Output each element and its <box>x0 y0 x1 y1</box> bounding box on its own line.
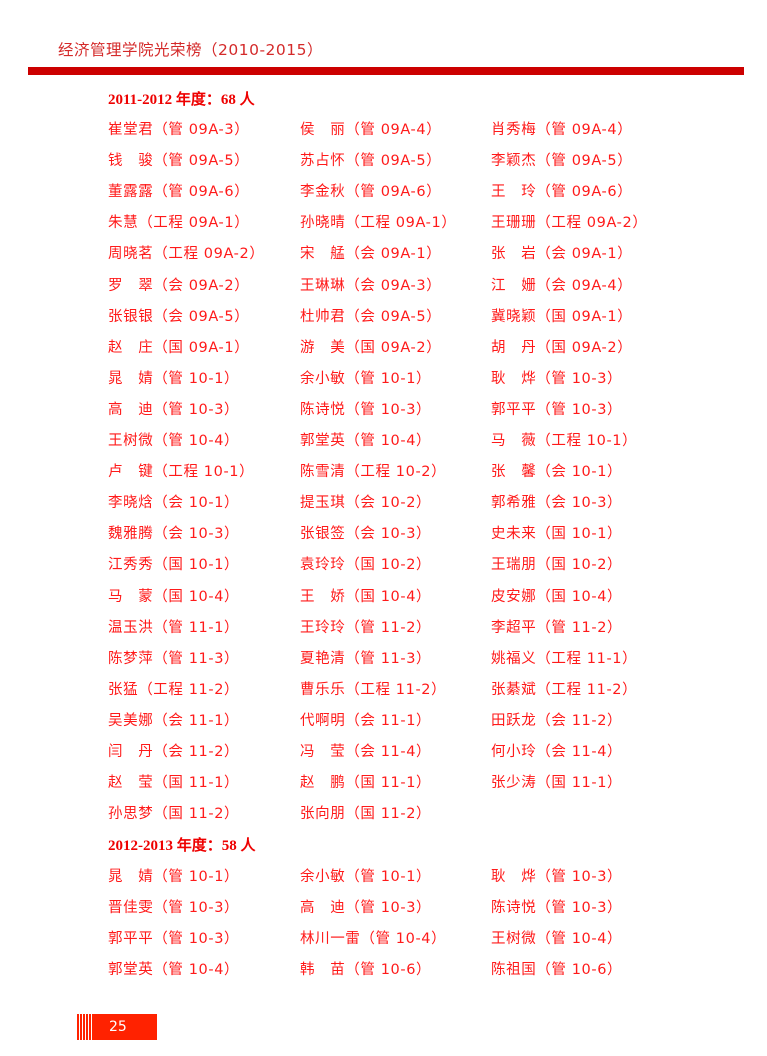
honoree-entry: 陈诗悦（管 10-3） <box>300 401 432 418</box>
honoree-entry: 王 娇（国 10-4） <box>300 588 432 605</box>
honoree-entry: 姚福义（工程 11-1） <box>491 650 638 667</box>
honoree-entry: 郭平平（管 10-3） <box>491 401 623 418</box>
honoree-entry: 夏艳清（管 11-3） <box>300 650 432 667</box>
honoree-entry: 余小敏（管 10-1） <box>300 370 432 387</box>
section-heading: 2011-2012 年度：68 人 <box>108 92 255 108</box>
honoree-entry: 王 玲（管 09A-6） <box>491 184 633 201</box>
honoree-entry: 高 迪（管 10-3） <box>300 900 432 917</box>
honoree-entry: 胡 丹（国 09A-2） <box>491 339 633 356</box>
honoree-entry: 高 迪（管 10-3） <box>108 401 240 418</box>
honoree-entry: 郭平平（管 10-3） <box>108 931 240 948</box>
honoree-entry: 冯 莹（会 11-4） <box>300 744 432 760</box>
honoree-entry: 温玉洪（管 11-1） <box>108 619 240 636</box>
honoree-entry: 晋佳雯（管 10-3） <box>108 900 240 917</box>
header-divider-bar <box>28 67 744 75</box>
honoree-entry: 王树微（管 10-4） <box>108 433 240 449</box>
honoree-entry: 提玉琪（会 10-2） <box>300 495 432 512</box>
honoree-entry: 何小玲（会 11-4） <box>491 744 623 760</box>
honoree-entry: 侯 丽（管 09A-4） <box>300 122 442 138</box>
honoree-entry: 张 岩（会 09A-1） <box>491 246 633 263</box>
honoree-entry: 马 薇（工程 10-1） <box>491 433 638 449</box>
honoree-entry: 李超平（管 11-2） <box>491 619 623 636</box>
honoree-entry: 冀晓颖（国 09A-1） <box>491 308 633 325</box>
honoree-entry: 肖秀梅（管 09A-4） <box>491 122 633 138</box>
honoree-entry: 孙思梦（国 11-2） <box>108 806 240 823</box>
honoree-entry: 史未来（国 10-1） <box>491 526 623 543</box>
honoree-entry: 郭堂英（管 10-4） <box>300 433 432 449</box>
honoree-entry: 张少涛（国 11-1） <box>491 775 623 792</box>
honoree-entry: 李颖杰（管 09A-5） <box>491 153 633 170</box>
honoree-entry: 郭堂英（管 10-4） <box>108 962 240 979</box>
honoree-entry: 郭希雅（会 10-3） <box>491 495 623 512</box>
honoree-entry: 江秀秀（国 10-1） <box>108 557 240 574</box>
honoree-entry: 钱 骏（管 09A-5） <box>108 153 250 170</box>
page-number: 25 <box>109 1019 127 1035</box>
footer-stripes-decoration <box>77 1014 92 1040</box>
honoree-entry: 王玲玲（管 11-2） <box>300 619 432 636</box>
honoree-entry: 王瑞朋（国 10-2） <box>491 557 623 574</box>
honoree-entry: 董露露（管 09A-6） <box>108 184 250 201</box>
honoree-entry: 张银银（会 09A-5） <box>108 308 250 325</box>
honoree-entry: 陈梦萍（管 11-3） <box>108 650 240 667</box>
honoree-entry: 晁 婧（管 10-1） <box>108 370 240 387</box>
honoree-entry: 陈祖国（管 10-6） <box>491 962 623 979</box>
honoree-entry: 崔堂君（管 09A-3） <box>108 122 250 138</box>
honoree-entry: 耿 烨（管 10-3） <box>491 869 623 885</box>
honoree-entry: 魏雅腾（会 10-3） <box>108 526 240 543</box>
honoree-entry: 张綦斌（工程 11-2） <box>491 681 638 698</box>
honoree-entry: 张 馨（会 10-1） <box>491 464 623 481</box>
honoree-entry: 张向朋（国 11-2） <box>300 806 432 823</box>
honoree-entry: 赵 鹏（国 11-1） <box>300 775 432 792</box>
honoree-entry: 卢 键（工程 10-1） <box>108 464 255 481</box>
honoree-entry: 余小敏（管 10-1） <box>300 869 432 885</box>
honoree-entry: 周晓茗（工程 09A-2） <box>108 246 265 263</box>
honoree-entry: 韩 苗（管 10-6） <box>300 962 432 979</box>
honoree-entry: 吴美娜（会 11-1） <box>108 712 240 729</box>
honoree-entry: 王树微（管 10-4） <box>491 931 623 948</box>
honoree-entry: 宋 艋（会 09A-1） <box>300 246 442 263</box>
honoree-entry: 杜帅君（会 09A-5） <box>300 308 442 325</box>
honoree-entry: 代啊明（会 11-1） <box>300 712 432 729</box>
honoree-entry: 苏占怀（管 09A-5） <box>300 153 442 170</box>
honoree-entry: 孙晓晴（工程 09A-1） <box>300 215 457 232</box>
honoree-entry: 李晓焓（会 10-1） <box>108 495 240 512</box>
honoree-entry: 陈雪清（工程 10-2） <box>300 464 447 481</box>
honoree-entry: 耿 烨（管 10-3） <box>491 370 623 387</box>
honoree-entry: 赵 庄（国 09A-1） <box>108 339 250 356</box>
honoree-entry: 马 蒙（国 10-4） <box>108 588 240 605</box>
honoree-entry: 晁 婧（管 10-1） <box>108 869 240 885</box>
honoree-entry: 赵 莹（国 11-1） <box>108 775 240 792</box>
honoree-entry: 罗 翠（会 09A-2） <box>108 277 250 294</box>
honoree-entry: 游 美（国 09A-2） <box>300 339 442 356</box>
honoree-entry: 张银签（会 10-3） <box>300 526 432 543</box>
honoree-entry: 朱慧（工程 09A-1） <box>108 215 250 232</box>
honoree-entry: 张猛（工程 11-2） <box>108 681 240 698</box>
honoree-entry: 皮安娜（国 10-4） <box>491 588 623 605</box>
honoree-entry: 陈诗悦（管 10-3） <box>491 900 623 917</box>
honoree-entry: 江 姗（会 09A-4） <box>491 277 633 294</box>
honoree-entry: 田跃龙（会 11-2） <box>491 712 623 729</box>
honoree-entry: 袁玲玲（国 10-2） <box>300 557 432 574</box>
page-number-box: 25 <box>92 1014 157 1040</box>
running-header-title: 经济管理学院光荣榜（2010-2015） <box>58 41 323 59</box>
honoree-entry: 王琳琳（会 09A-3） <box>300 277 442 294</box>
honoree-entry: 李金秋（管 09A-6） <box>300 184 442 201</box>
honoree-entry: 林川一雷（管 10-4） <box>300 931 447 948</box>
honoree-entry: 王珊珊（工程 09A-2） <box>491 215 648 232</box>
honoree-entry: 曹乐乐（工程 11-2） <box>300 681 447 698</box>
honoree-entry: 闫 丹（会 11-2） <box>108 744 240 760</box>
section-heading: 2012-2013 年度：58 人 <box>108 838 256 854</box>
